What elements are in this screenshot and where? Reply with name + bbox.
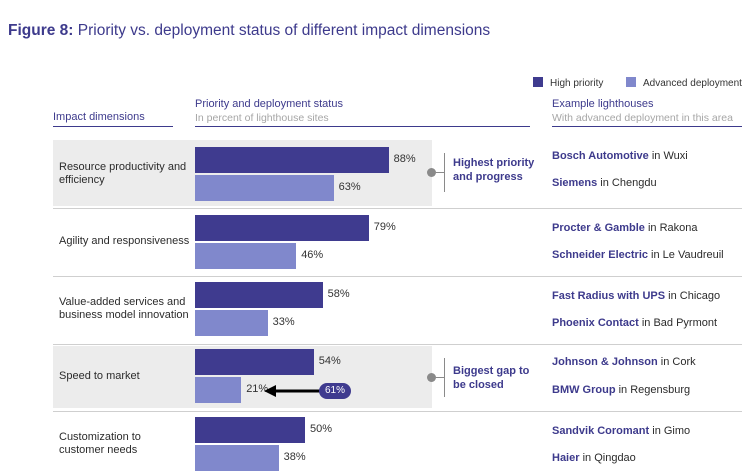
callout-highest-priority: Highest priority and progress — [453, 157, 535, 183]
lighthouse-company: Haier — [552, 452, 580, 464]
bar-high-priority — [195, 282, 323, 308]
lighthouse-example: Phoenix Contact in Bad Pyrmont — [552, 317, 717, 329]
lighthouse-place: in Regensburg — [615, 384, 691, 396]
legend-label-high-priority: High priority — [550, 78, 604, 89]
lighthouse-company: Schneider Electric — [552, 249, 648, 261]
value-label-advanced: 38% — [283, 451, 306, 463]
dimension-label: Value-added services and business model … — [59, 296, 189, 321]
legend-swatch-high-priority — [533, 77, 543, 87]
lighthouse-place: in Rakona — [644, 222, 698, 234]
header-dimensions: Impact dimensions — [53, 111, 145, 123]
callout-bracket — [444, 358, 445, 397]
row-divider — [53, 344, 742, 345]
legend-advanced: Advanced deployment — [626, 77, 742, 89]
row-divider — [53, 276, 742, 277]
header-lighthouses: Example lighthouses With advanced deploy… — [552, 98, 733, 124]
header-dimensions-title: Impact dimensions — [53, 111, 145, 123]
callout-bracket — [444, 153, 445, 192]
header-status-title: Priority and deployment status — [195, 98, 343, 110]
gap-value-badge: 61% — [319, 383, 351, 399]
lighthouse-company: Fast Radius with UPS — [552, 290, 666, 302]
bar-advanced — [195, 310, 268, 336]
lighthouse-example: Siemens in Chengdu — [552, 177, 657, 189]
lighthouse-place: in Chicago — [665, 290, 721, 302]
lighthouse-example: BMW Group in Regensburg — [552, 384, 690, 396]
lighthouse-company: Bosch Automotive — [552, 150, 649, 162]
gap-arrow-icon — [264, 385, 322, 397]
dimension-label: Customization to customer needs — [59, 431, 141, 456]
dimension-label: Speed to market — [59, 370, 140, 382]
header-rule-status — [195, 126, 530, 127]
lighthouse-company: Procter & Gamble — [552, 222, 645, 234]
lighthouse-company: Phoenix Contact — [552, 317, 639, 329]
lighthouse-place: in Wuxi — [648, 150, 688, 162]
bar-advanced — [195, 377, 242, 403]
bar-high-priority — [195, 147, 389, 173]
value-label-high-priority: 79% — [373, 221, 396, 233]
lighthouse-company: Sandvik Coromant — [552, 425, 650, 437]
value-label-advanced: 46% — [301, 249, 324, 261]
lighthouse-company: Siemens — [552, 177, 598, 189]
callout-connector — [436, 377, 444, 378]
header-status: Priority and deployment status In percen… — [195, 98, 343, 124]
lighthouse-example: Procter & Gamble in Rakona — [552, 222, 698, 234]
lighthouse-example: Sandvik Coromant in Gimo — [552, 425, 690, 437]
lighthouse-place: in Le Vaudreuil — [648, 249, 724, 261]
callout-biggest-gap: Biggest gap to be closed — [453, 365, 530, 391]
header-rule-lighthouses — [552, 126, 742, 127]
bar-high-priority — [195, 349, 314, 375]
lighthouse-place: in Chengdu — [597, 177, 657, 189]
bar-high-priority — [195, 417, 305, 443]
header-lighthouses-title: Example lighthouses — [552, 98, 654, 110]
value-label-high-priority: 50% — [310, 423, 333, 435]
bar-advanced — [195, 175, 334, 201]
lighthouse-example: Schneider Electric in Le Vaudreuil — [552, 249, 724, 261]
lighthouse-company: BMW Group — [552, 384, 616, 396]
lighthouse-company: Johnson & Johnson — [552, 356, 658, 368]
header-lighthouses-subtitle: With advanced deployment in this area — [552, 112, 733, 124]
figure-title-text: Priority vs. deployment status of differ… — [77, 22, 491, 39]
lighthouse-example: Haier in Qingdao — [552, 452, 636, 464]
figure-label: Figure 8: — [8, 22, 74, 39]
callout-dot — [427, 168, 436, 177]
dimension-label: Resource productivity and efficiency — [59, 161, 187, 186]
callout-dot — [427, 373, 436, 382]
row-divider — [53, 208, 742, 209]
value-label-advanced: 63% — [338, 181, 361, 193]
value-label-advanced: 33% — [272, 316, 295, 328]
row-divider — [53, 411, 742, 412]
lighthouse-example: Bosch Automotive in Wuxi — [552, 150, 688, 162]
header-status-subtitle: In percent of lighthouse sites — [195, 112, 329, 124]
callout-connector — [436, 172, 444, 173]
lighthouse-example: Johnson & Johnson in Cork — [552, 356, 696, 368]
lighthouse-place: in Qingdao — [579, 452, 636, 464]
value-label-high-priority: 54% — [318, 355, 341, 367]
value-label-high-priority: 88% — [393, 153, 416, 165]
legend-high-priority: High priority — [533, 77, 603, 89]
lighthouse-place: in Gimo — [649, 425, 691, 437]
lighthouse-example: Fast Radius with UPS in Chicago — [552, 290, 720, 302]
lighthouse-place: in Bad Pyrmont — [638, 317, 718, 329]
dimension-label: Agility and responsiveness — [59, 235, 190, 247]
figure-title: Figure 8: Priority vs. deployment status… — [8, 22, 490, 40]
bar-high-priority — [195, 215, 369, 241]
bar-advanced — [195, 445, 279, 471]
lighthouse-place: in Cork — [657, 356, 696, 368]
header-rule-dimensions — [53, 126, 173, 127]
legend-swatch-advanced — [626, 77, 636, 87]
value-label-advanced: 21% — [246, 383, 269, 395]
bar-advanced — [195, 243, 297, 269]
legend-label-advanced: Advanced deployment — [643, 78, 742, 89]
value-label-high-priority: 58% — [327, 288, 350, 300]
